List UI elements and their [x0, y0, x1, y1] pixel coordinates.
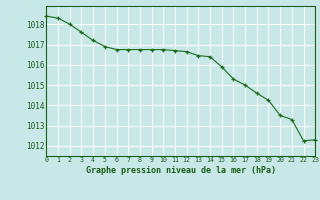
- X-axis label: Graphe pression niveau de la mer (hPa): Graphe pression niveau de la mer (hPa): [86, 166, 276, 175]
